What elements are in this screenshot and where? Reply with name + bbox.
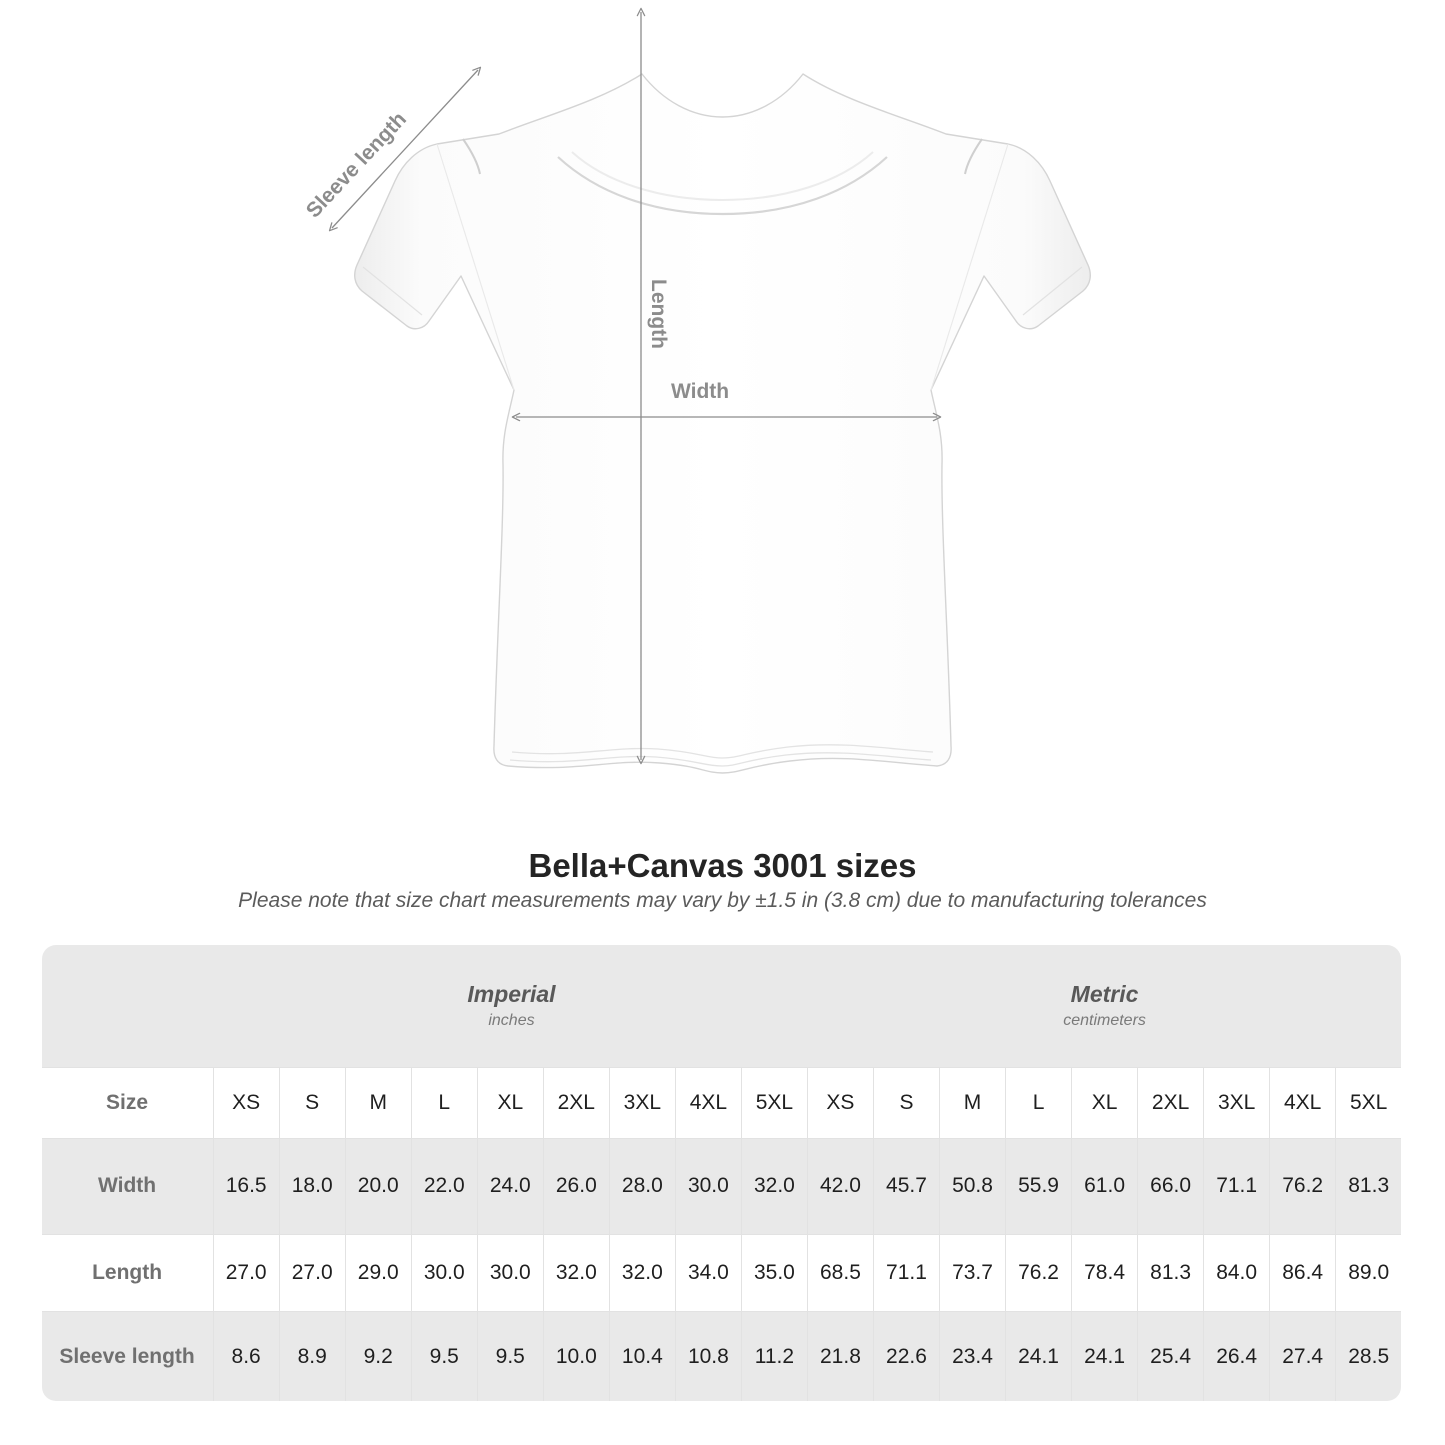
svg-text:Width: Width	[671, 380, 729, 403]
svg-text:Length: Length	[647, 279, 670, 349]
